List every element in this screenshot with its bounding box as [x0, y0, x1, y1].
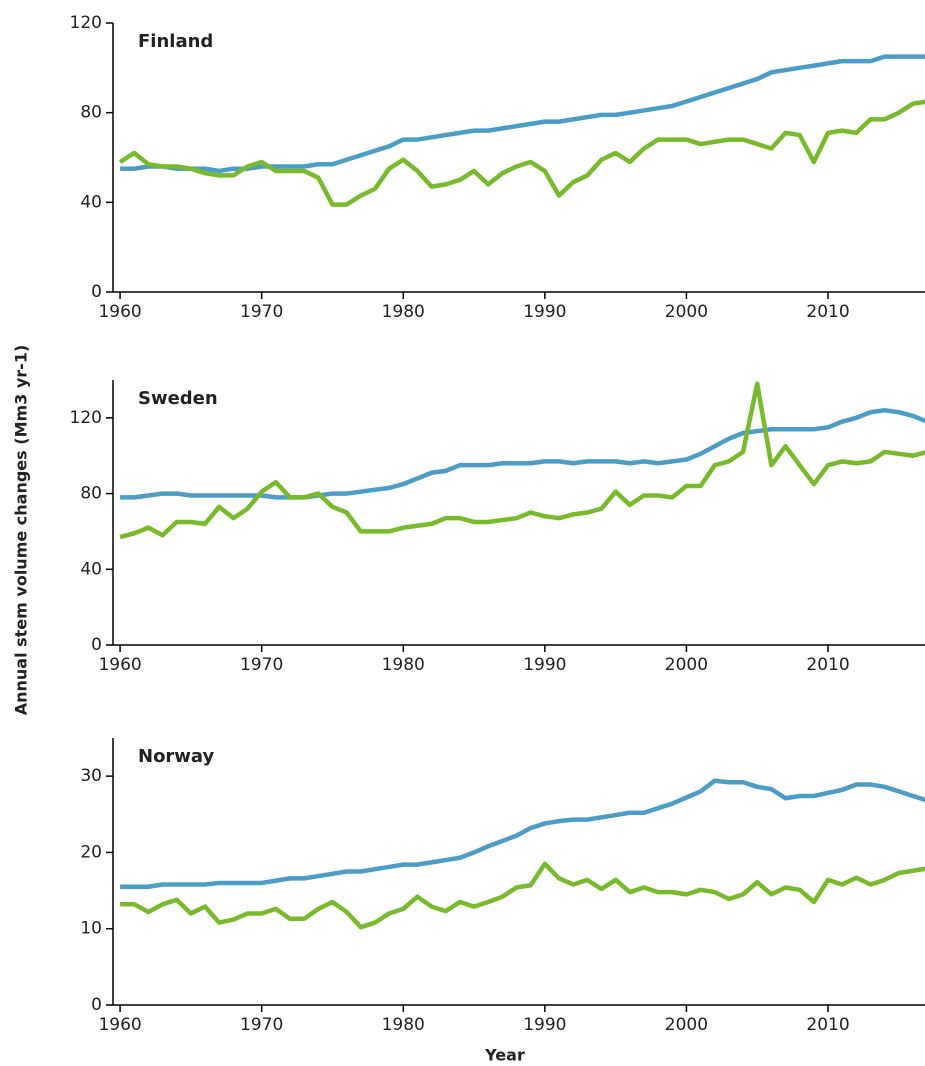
- x-tick-label: 2010: [806, 1015, 849, 1035]
- x-tick-label: 1970: [240, 1015, 283, 1035]
- y-tick-label: 10: [80, 919, 102, 939]
- y-tick-label: 120: [70, 408, 102, 428]
- panel-title: Norway: [138, 746, 215, 767]
- x-tick-label: 2000: [665, 1015, 708, 1035]
- x-tick-label: 1970: [240, 655, 283, 675]
- panel-title: Sweden: [138, 388, 218, 409]
- x-tick-label: 1960: [98, 655, 141, 675]
- series-line: [120, 408, 925, 500]
- y-tick-label: 80: [80, 103, 102, 123]
- x-tick-label: 1990: [523, 655, 566, 675]
- y-tick-label: 40: [80, 192, 102, 212]
- plot-area: [119, 381, 925, 540]
- x-tick-label: 2010: [806, 655, 849, 675]
- x-tick-label: 1960: [98, 1015, 141, 1035]
- y-tick-label: 20: [80, 842, 102, 862]
- plot-area: [118, 54, 925, 207]
- y-tick-label: 0: [91, 995, 102, 1015]
- y-tick-label: 0: [91, 635, 102, 655]
- x-tick-label: 2000: [665, 655, 708, 675]
- y-tick-label: 120: [70, 13, 102, 33]
- x-tick-label: 1960: [98, 302, 141, 322]
- y-axis-label: Annual stem volume changes (Mm3 yr-1): [12, 345, 31, 716]
- series-line: [120, 778, 925, 890]
- x-tick-label: 1980: [382, 655, 425, 675]
- y-tick-label: 30: [80, 766, 102, 786]
- y-tick-label: 0: [91, 282, 102, 302]
- x-tick-label: 1980: [382, 1015, 425, 1035]
- series-line: [120, 861, 925, 930]
- series-line: [119, 381, 925, 540]
- x-tick-label: 1970: [240, 302, 283, 322]
- x-tick-label: 1990: [523, 1015, 566, 1035]
- series-line: [118, 99, 925, 207]
- plot-area: [120, 778, 925, 930]
- x-tick-label: 1990: [523, 302, 566, 322]
- x-axis-label: Year: [484, 1046, 525, 1065]
- x-tick-label: 2010: [806, 302, 849, 322]
- y-tick-label: 40: [80, 559, 102, 579]
- x-tick-label: 1980: [382, 302, 425, 322]
- x-tick-label: 2000: [665, 302, 708, 322]
- panel-title: Finland: [138, 31, 213, 52]
- series-line: [120, 54, 925, 174]
- y-tick-label: 80: [80, 484, 102, 504]
